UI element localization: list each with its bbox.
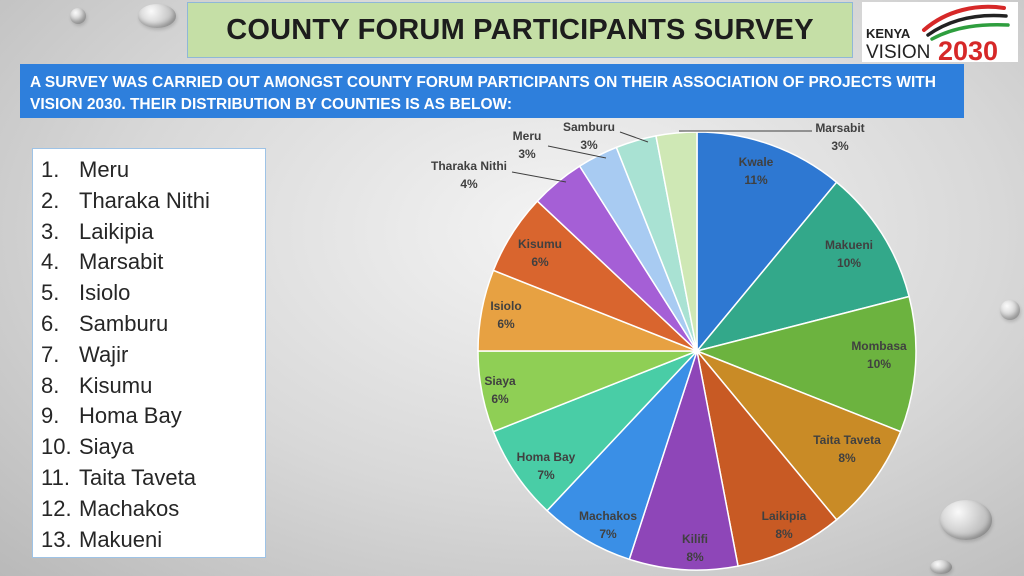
slice-label: Laikipia — [762, 509, 807, 523]
slice-value-label: 11% — [744, 173, 768, 187]
slice-value-label: 6% — [497, 317, 515, 331]
list-item: 9. Homa Bay — [41, 403, 182, 429]
county-list: 1. Meru 2. Tharaka Nithi 3. Laikipia 4. Mars… — [32, 148, 266, 558]
water-drop-decoration — [70, 8, 86, 24]
slice-value-label: 4% — [460, 177, 478, 191]
slice-label: Samburu — [563, 120, 615, 134]
slice-label: Machakos — [579, 509, 637, 523]
slice-value-label: 6% — [531, 255, 549, 269]
list-item: 10. Siaya — [41, 434, 135, 460]
slice-value-label: 6% — [491, 392, 509, 406]
list-item: 6. Samburu — [41, 310, 169, 336]
list-item: 4. Marsabit — [41, 249, 164, 275]
slice-value-label: 3% — [831, 139, 849, 153]
slice-label: Homa Bay — [517, 450, 576, 464]
slice-label: Meru — [513, 129, 542, 143]
slice-value-label: 7% — [599, 527, 617, 541]
leader-line — [619, 131, 649, 143]
page-title: COUNTY FORUM PARTICIPANTS SURVEY — [226, 13, 814, 46]
title-banner: COUNTY FORUM PARTICIPANTS SURVEY — [187, 2, 853, 58]
slice-label: Marsabit — [815, 121, 864, 135]
slice-label: Kilifi — [682, 532, 708, 546]
leader-line — [547, 145, 607, 159]
pie-slice-mombasa — [694, 295, 917, 433]
slice-label: Siaya — [484, 374, 516, 388]
logo-kenya-text: KENYA — [866, 26, 911, 41]
list-item: 13. Makueni — [41, 526, 163, 552]
survey-description-text: A SURVEY WAS CARRIED OUT AMONGST COUNTY … — [30, 74, 936, 113]
list-item: 7. Wajir — [41, 341, 129, 367]
kenya-vision-2030-logo: KENYA VISION 2030 — [862, 2, 1018, 66]
slice-label: Kwale — [739, 155, 774, 169]
list-item: 11. Taita Taveta — [41, 464, 197, 490]
water-drop-decoration — [940, 500, 992, 540]
slice-value-label: 7% — [537, 468, 555, 482]
list-item: 12. Machakos — [41, 495, 180, 521]
slice-value-label: 8% — [775, 527, 793, 541]
slice-label: Tharaka Nithi — [431, 159, 507, 173]
slice-value-label: 8% — [686, 550, 704, 564]
slice-value-label: 3% — [580, 138, 598, 152]
water-drop-decoration — [138, 4, 176, 28]
pie-slice-kwale — [696, 131, 838, 354]
slice-label: Taita Taveta — [813, 433, 881, 447]
pie-slice-kilifi — [628, 350, 739, 571]
slice-label: Kisumu — [518, 237, 562, 251]
logo-graphic: KENYA VISION 2030 — [866, 4, 1010, 66]
list-item: 2. Tharaka Nithi — [41, 187, 210, 213]
water-drop-decoration — [1000, 300, 1020, 320]
pie-slice-marsabit — [655, 131, 698, 352]
slice-label: Isiolo — [490, 299, 521, 313]
slice-value-label: 10% — [837, 256, 861, 270]
logo-vision-text: VISION — [866, 42, 930, 62]
pie-slice-taita-taveta — [696, 350, 902, 521]
pie-slice-laikipia — [696, 350, 838, 567]
list-item: 8. Kisumu — [41, 372, 153, 398]
list-item: 3. Laikipia — [41, 218, 154, 244]
water-drop-decoration — [930, 560, 952, 574]
list-item: 1. Meru — [41, 157, 130, 182]
survey-description: A SURVEY WAS CARRIED OUT AMONGST COUNTY … — [20, 64, 964, 118]
pie-slice-makueni — [694, 181, 911, 353]
slice-label: Mombasa — [851, 339, 907, 353]
slice-value-label: 10% — [867, 357, 891, 371]
slice-label: Makueni — [825, 238, 873, 252]
logo-year-text: 2030 — [938, 36, 998, 62]
list-item: 5. Isiolo — [41, 280, 131, 306]
leader-line — [511, 171, 567, 183]
slice-value-label: 8% — [838, 451, 856, 465]
slice-value-label: 3% — [518, 147, 536, 161]
